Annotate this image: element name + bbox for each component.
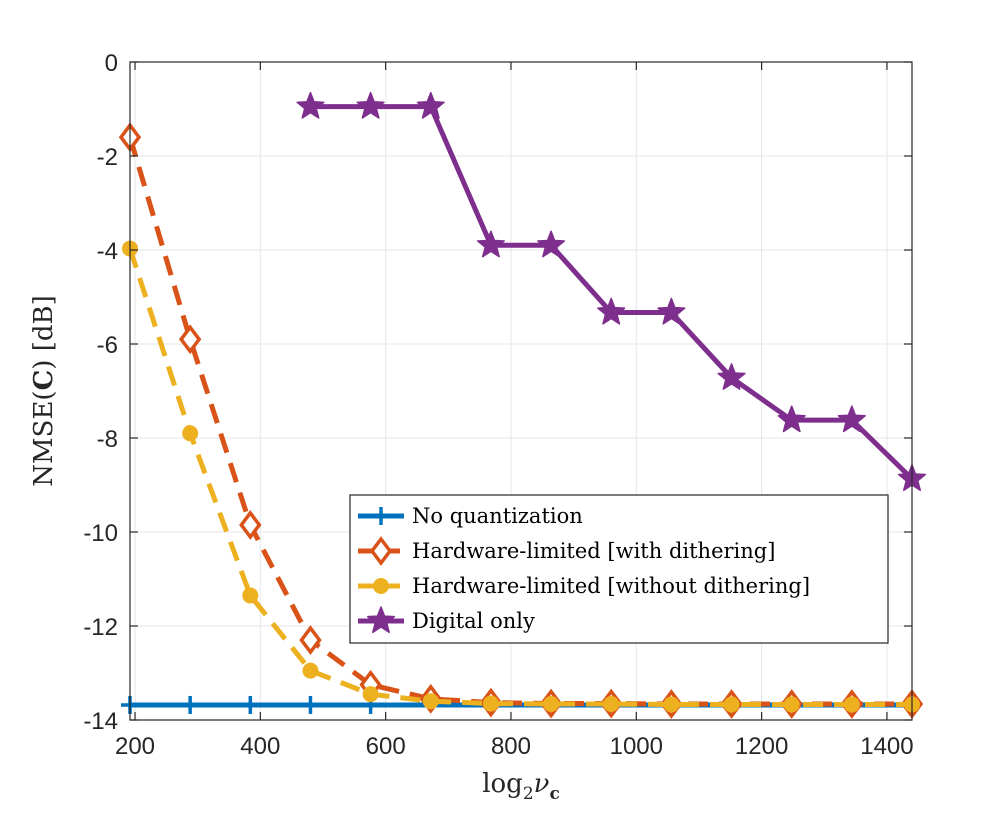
legend-label: Hardware-limited [with dithering] <box>412 539 775 563</box>
x-tick-label: 1200 <box>735 733 788 760</box>
y-tick-labels: 0 -2 -4 -6 -8 -10 -12 -14 <box>83 50 118 735</box>
data-point <box>482 695 499 712</box>
x-axis-label: log2νc <box>482 769 560 804</box>
data-point <box>837 405 866 433</box>
data-point <box>657 297 686 325</box>
data-point <box>663 696 680 713</box>
data-point <box>356 91 385 119</box>
data-point <box>843 696 860 713</box>
data-point <box>241 695 260 714</box>
data-point <box>597 297 626 325</box>
data-point <box>783 696 800 713</box>
y-tick-label: 0 <box>105 50 118 77</box>
data-point <box>302 662 319 679</box>
data-point <box>299 625 322 656</box>
data-point <box>717 363 746 390</box>
legend-marker <box>373 578 389 594</box>
legend-label: Hardware-limited [without dithering] <box>412 574 810 598</box>
legend-marker <box>372 507 390 525</box>
y-tick-label: -2 <box>97 144 118 171</box>
legend-marker <box>369 536 393 566</box>
y-tick-label: -12 <box>83 614 118 641</box>
data-point <box>239 510 262 540</box>
data-point <box>242 587 259 604</box>
y-tick-label: -10 <box>83 520 118 547</box>
series-4 <box>296 91 927 491</box>
y-tick-label: -14 <box>83 708 118 735</box>
series-line <box>127 247 912 707</box>
data-point <box>537 230 566 258</box>
data-point <box>182 425 199 442</box>
series-line <box>310 104 914 481</box>
x-tick-label: 1400 <box>860 733 913 760</box>
data-point <box>178 324 202 355</box>
data-point <box>296 91 325 119</box>
x-tick-label: 1000 <box>610 733 663 760</box>
legend-item: Hardware-limited [without dithering] <box>358 574 810 598</box>
data-point <box>777 405 806 433</box>
legend-box <box>349 494 889 644</box>
data-point <box>476 230 505 258</box>
legend-item: Digital only <box>358 606 535 634</box>
data-point <box>422 693 439 710</box>
data-point <box>603 696 620 713</box>
data-point <box>416 91 445 119</box>
y-tick-label: -6 <box>97 332 118 359</box>
x-tick-label: 800 <box>491 733 531 760</box>
data-point <box>543 696 560 713</box>
y-tick-label: -8 <box>97 426 118 453</box>
data-point <box>723 696 740 713</box>
x-tick-label: 400 <box>240 733 280 760</box>
y-tick-label: -4 <box>97 238 118 265</box>
legend-label: Digital only <box>412 609 535 633</box>
legend-marker <box>366 606 396 634</box>
data-point <box>362 686 379 703</box>
legend: No quantization Hardware-limited [with di… <box>349 494 889 644</box>
data-point <box>301 695 320 714</box>
series-3 <box>122 240 920 713</box>
legend-label: No quantization <box>412 504 583 528</box>
legend-item: Hardware-limited [with dithering] <box>358 536 775 566</box>
legend-item: No quantization <box>358 504 583 528</box>
x-tick-label: 600 <box>366 733 406 760</box>
ticks <box>130 61 912 721</box>
y-axis-label: NMSE(C) [dB] <box>29 295 59 486</box>
data-point <box>181 695 200 714</box>
plot-area <box>118 91 927 719</box>
plot-frame <box>129 61 913 721</box>
x-tick-labels: 200 400 600 800 1000 1200 1400 <box>115 733 914 760</box>
x-tick-label: 200 <box>115 733 155 760</box>
